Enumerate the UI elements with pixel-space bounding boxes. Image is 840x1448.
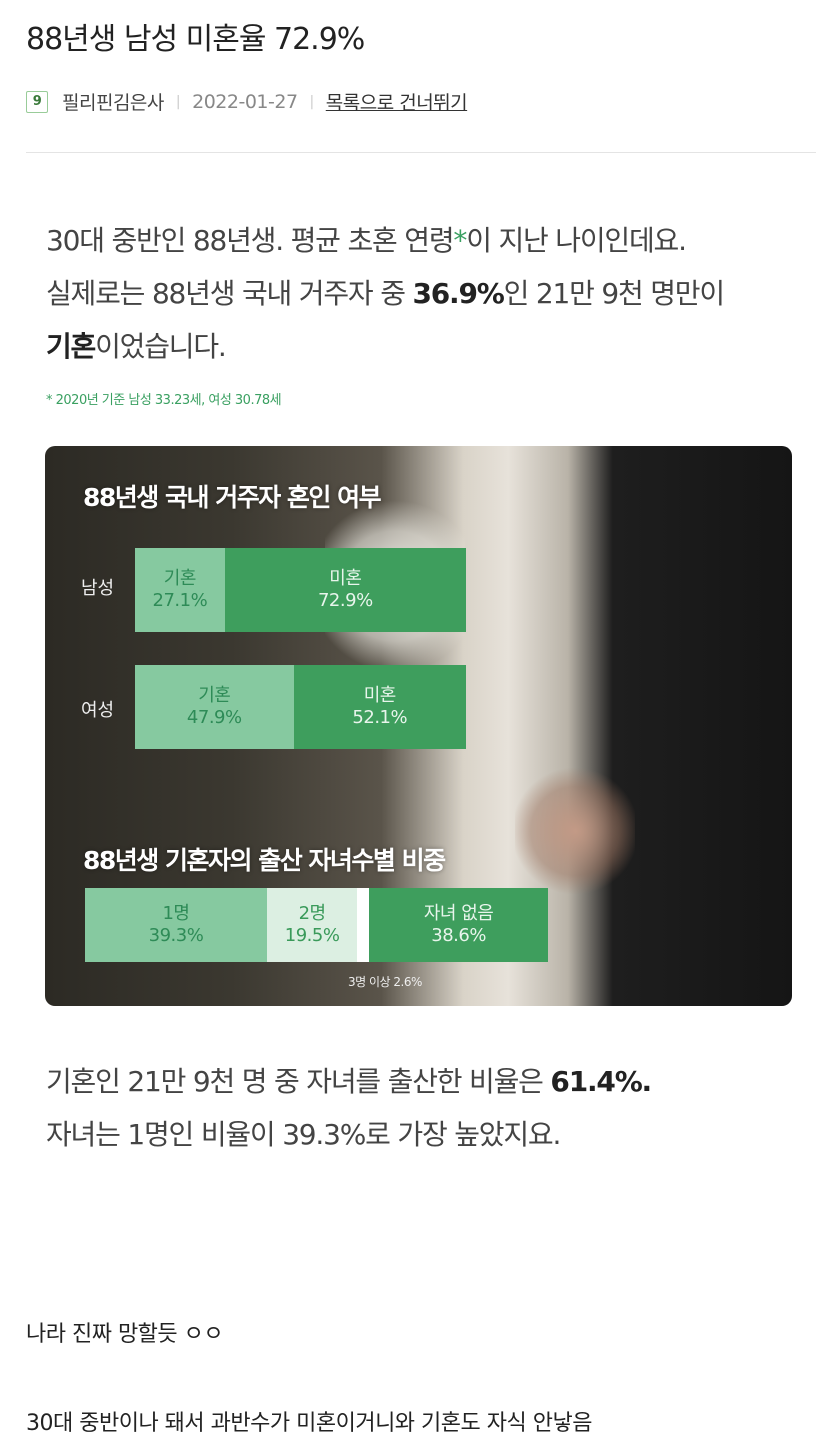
text: 이 지난 나이인데요. (466, 224, 687, 257)
bar-segment-unmarried: 미혼 72.9% (224, 548, 466, 632)
bar-segment-unmarried: 미혼 52.1% (293, 665, 466, 749)
bar-segment-married: 기혼 47.9% (135, 665, 294, 749)
skip-to-list-link[interactable]: 목록으로 건너뛰기 (325, 92, 468, 114)
footnote: * 2020년 기준 남성 33.23세, 여성 30.78세 (46, 393, 282, 408)
level-badge: 9 (26, 90, 48, 113)
divider (26, 152, 816, 153)
chart1-title: 88년생 국내 거주자 혼인 여부 (83, 483, 382, 512)
body-paragraph-1: 30대 중반인 88년생. 평균 초혼 연령*이 지난 나이인데요. 실제로는 … (46, 214, 726, 373)
bar-segment-one-child: 1명 39.3% (85, 888, 267, 962)
bar-segment-no-children: 자녀 없음 38.6% (369, 888, 548, 962)
row-label: 여성 (81, 700, 115, 721)
text: 실제로는 88년생 국내 거주자 중 (46, 277, 413, 310)
comment-text: 30대 중반이나 돼서 과반수가 미혼이거니와 기혼도 자식 안낳음 (26, 1411, 592, 1436)
hands (515, 766, 635, 896)
text: 인 21만 9천 명만이 (503, 277, 726, 310)
text: 이었습니다. (95, 330, 227, 363)
post-meta: 9 필리핀김은사 | 2022-01-27 | 목록으로 건너뛰기 (26, 88, 468, 115)
post-title: 88년생 남성 미혼율 72.9% (26, 22, 365, 57)
separator: | (309, 93, 315, 110)
infographic-image: 88년생 국내 거주자 혼인 여부 남성 기혼 27.1% 미혼 72.9% 여성 … (45, 446, 792, 1006)
bar-children: 1명 39.3% 2명 19.5% 자녀 없음 38.6% (85, 888, 548, 962)
row-label: 남성 (81, 578, 115, 599)
bar-segment-three-plus (357, 888, 370, 962)
highlight: 기혼 (46, 330, 96, 363)
text: 30대 중반인 88년생. 평균 초혼 연령 (46, 224, 455, 257)
three-plus-note: 3명 이상 2.6% (348, 975, 422, 989)
bar-segment-two-children: 2명 19.5% (266, 888, 358, 962)
highlight: 61.4%. (550, 1065, 652, 1098)
author-name[interactable]: 필리핀김은사 (62, 92, 164, 114)
text: 기혼인 21만 9천 명 중 자녀를 출산한 비율은 (46, 1065, 551, 1098)
body-paragraph-2: 기혼인 21만 9천 명 중 자녀를 출산한 비율은 61.4%. 자녀는 1명… (46, 1055, 652, 1161)
text: 자녀는 1명인 비율이 39.3%로 가장 높았지요. (46, 1118, 561, 1151)
bar-female: 기혼 47.9% 미혼 52.1% (135, 665, 466, 749)
highlight: 36.9% (412, 277, 504, 310)
separator: | (175, 93, 181, 110)
post-date: 2022-01-27 (192, 90, 298, 113)
asterisk: * (453, 224, 467, 257)
bar-segment-married: 기혼 27.1% (135, 548, 225, 632)
comment-text: 나라 진짜 망할듯 ㅇㅇ (26, 1322, 224, 1347)
chart2-title: 88년생 기혼자의 출산 자녀수별 비중 (83, 846, 446, 875)
bar-male: 기혼 27.1% 미혼 72.9% (135, 548, 466, 632)
